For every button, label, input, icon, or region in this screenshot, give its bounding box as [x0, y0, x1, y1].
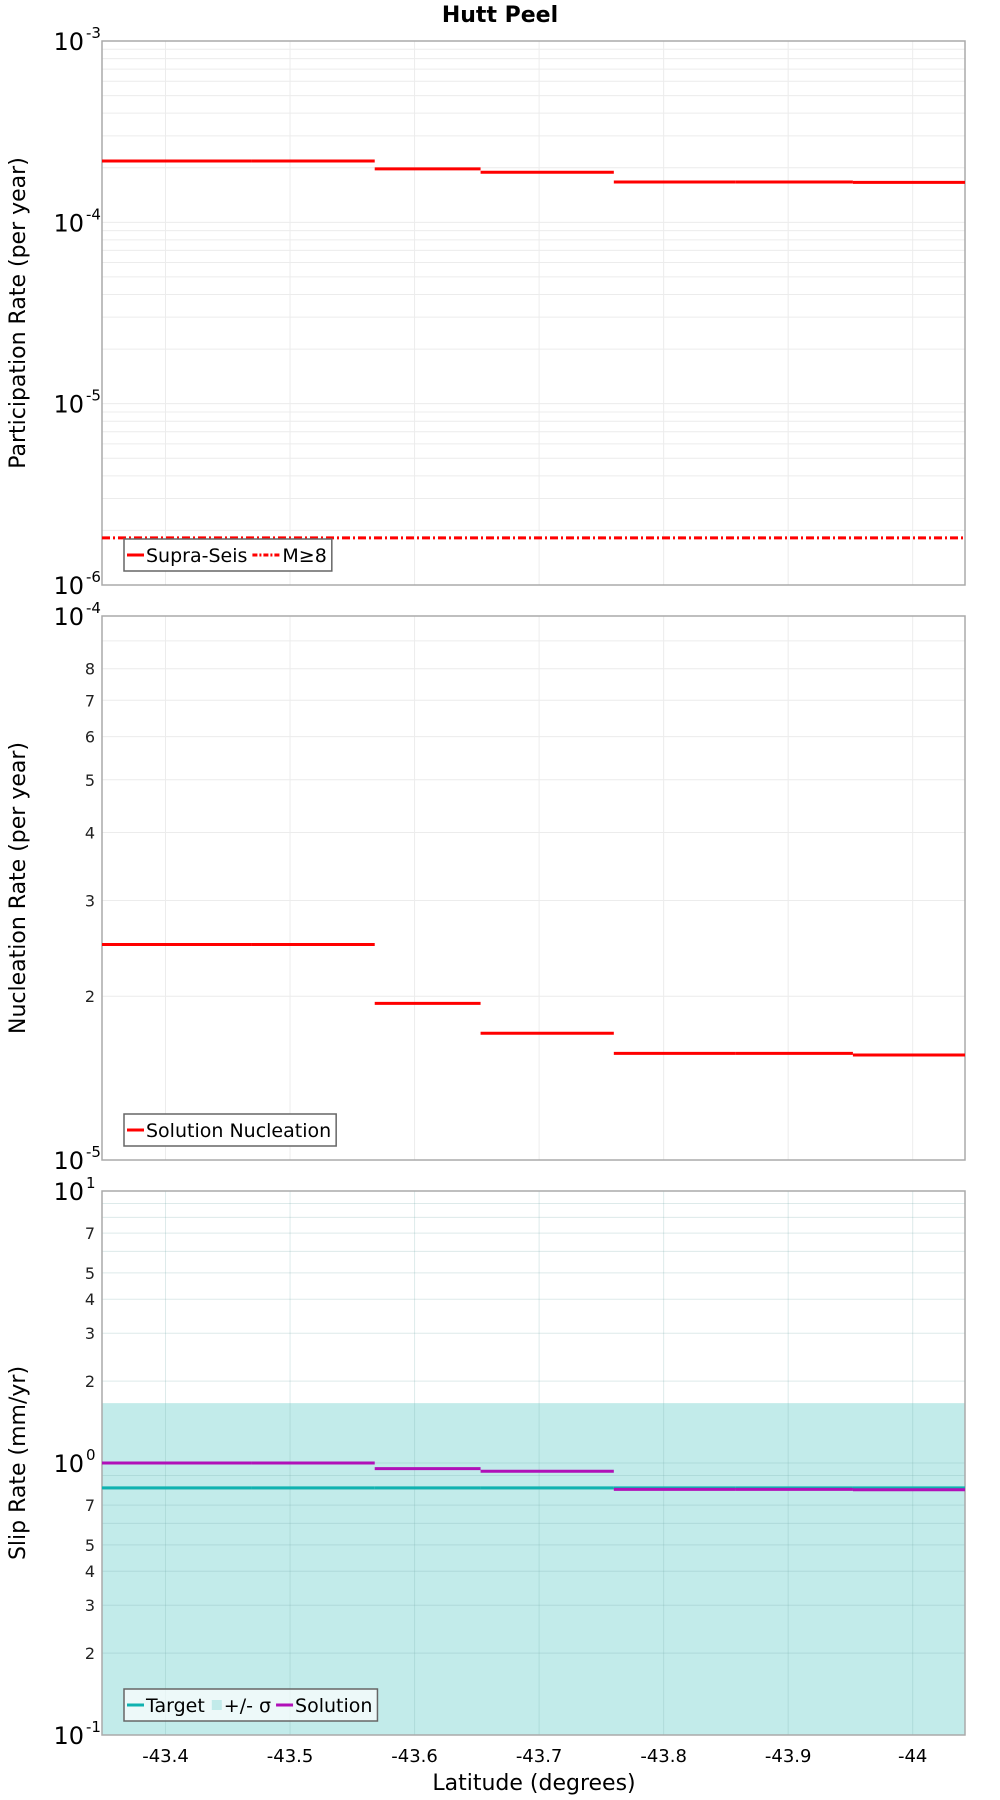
plot-frame [101, 40, 966, 586]
y-minor-tick-label: 3 [85, 1596, 95, 1615]
y-tick-label: 10 [53, 1722, 84, 1750]
legend-label: +/- σ [224, 1695, 271, 1717]
legend: Supra-Seis M≥8 [123, 538, 333, 572]
y-tick-exponent: -1 [86, 1718, 101, 1736]
y-axis-label: Participation Rate (per year) [6, 157, 31, 469]
y-tick-label: 10 [53, 603, 84, 631]
y-tick-exponent: -4 [86, 205, 101, 223]
y-minor-tick-label: 4 [85, 1562, 95, 1581]
x-tick-label: -43.7 [516, 1746, 563, 1767]
legend: Target +/- σ Solution [123, 1688, 379, 1722]
y-minor-tick-label: 3 [85, 891, 95, 910]
series-solution [102, 1461, 965, 1492]
sigma-band [102, 1403, 965, 1735]
legend-label: Supra-Seis [146, 545, 247, 567]
y-tick-exponent: -3 [86, 24, 101, 42]
x-tick-label: -43.4 [142, 1746, 189, 1767]
y-tick-exponent: 1 [86, 1174, 96, 1192]
legend-label: Target [145, 1695, 205, 1717]
legend-box [123, 1113, 337, 1147]
x-tick-label: -44 [898, 1746, 927, 1767]
y-minor-tick-label: 2 [85, 1644, 95, 1663]
legend-label: Solution [295, 1695, 372, 1717]
plot-frame [101, 615, 966, 1161]
y-minor-tick-label: 5 [85, 771, 95, 790]
x-tick-label: -43.8 [640, 1746, 687, 1767]
y-axis-label: Slip Rate (mm/yr) [6, 1366, 31, 1560]
legend: Solution Nucleation [123, 1113, 337, 1147]
y-axis-label: Nucleation Rate (per year) [6, 742, 31, 1034]
series-solution-nucleation [102, 942, 965, 1057]
y-minor-tick-label: 4 [85, 1290, 95, 1309]
y-tick-label: 10 [53, 209, 84, 237]
y-minor-tick-label: 7 [85, 1496, 95, 1515]
y-tick-label: 10 [53, 1450, 84, 1478]
y-minor-tick-label: 5 [85, 1264, 95, 1283]
y-tick-exponent: 0 [86, 1446, 96, 1464]
y-tick-label: 10 [53, 1147, 84, 1175]
y-tick-exponent: -6 [86, 568, 101, 586]
legend-label: M≥8 [282, 545, 326, 567]
legend-box [123, 1688, 379, 1722]
y-tick-label: 10 [53, 391, 84, 419]
y-minor-tick-label: 3 [85, 1324, 95, 1343]
y-minor-tick-label: 7 [85, 1224, 95, 1243]
legend-label: Solution Nucleation [146, 1120, 331, 1142]
y-minor-tick-label: 5 [85, 1536, 95, 1555]
y-minor-tick-label: 8 [85, 660, 95, 679]
y-tick-exponent: -4 [86, 599, 101, 617]
y-tick-exponent: -5 [86, 387, 101, 405]
x-tick-label: -43.5 [267, 1746, 314, 1767]
y-tick-exponent: -5 [86, 1143, 101, 1161]
y-minor-tick-label: 2 [85, 1372, 95, 1391]
y-tick-label: 10 [53, 1178, 84, 1206]
series-supra-seis [102, 159, 965, 184]
chart-title: Hutt Peel [442, 3, 558, 28]
y-minor-tick-label: 2 [85, 987, 95, 1006]
x-axis-label: Latitude (degrees) [432, 1771, 635, 1796]
y-minor-tick-label: 7 [85, 691, 95, 710]
y-minor-tick-label: 6 [85, 728, 95, 747]
y-minor-tick-label: 4 [85, 823, 95, 842]
y-tick-label: 10 [53, 28, 84, 56]
x-tick-label: -43.9 [765, 1746, 812, 1767]
y-tick-label: 10 [53, 572, 84, 600]
legend-box [123, 538, 333, 572]
x-tick-label: -43.6 [391, 1746, 438, 1767]
legend-swatch-patch [211, 1700, 222, 1710]
